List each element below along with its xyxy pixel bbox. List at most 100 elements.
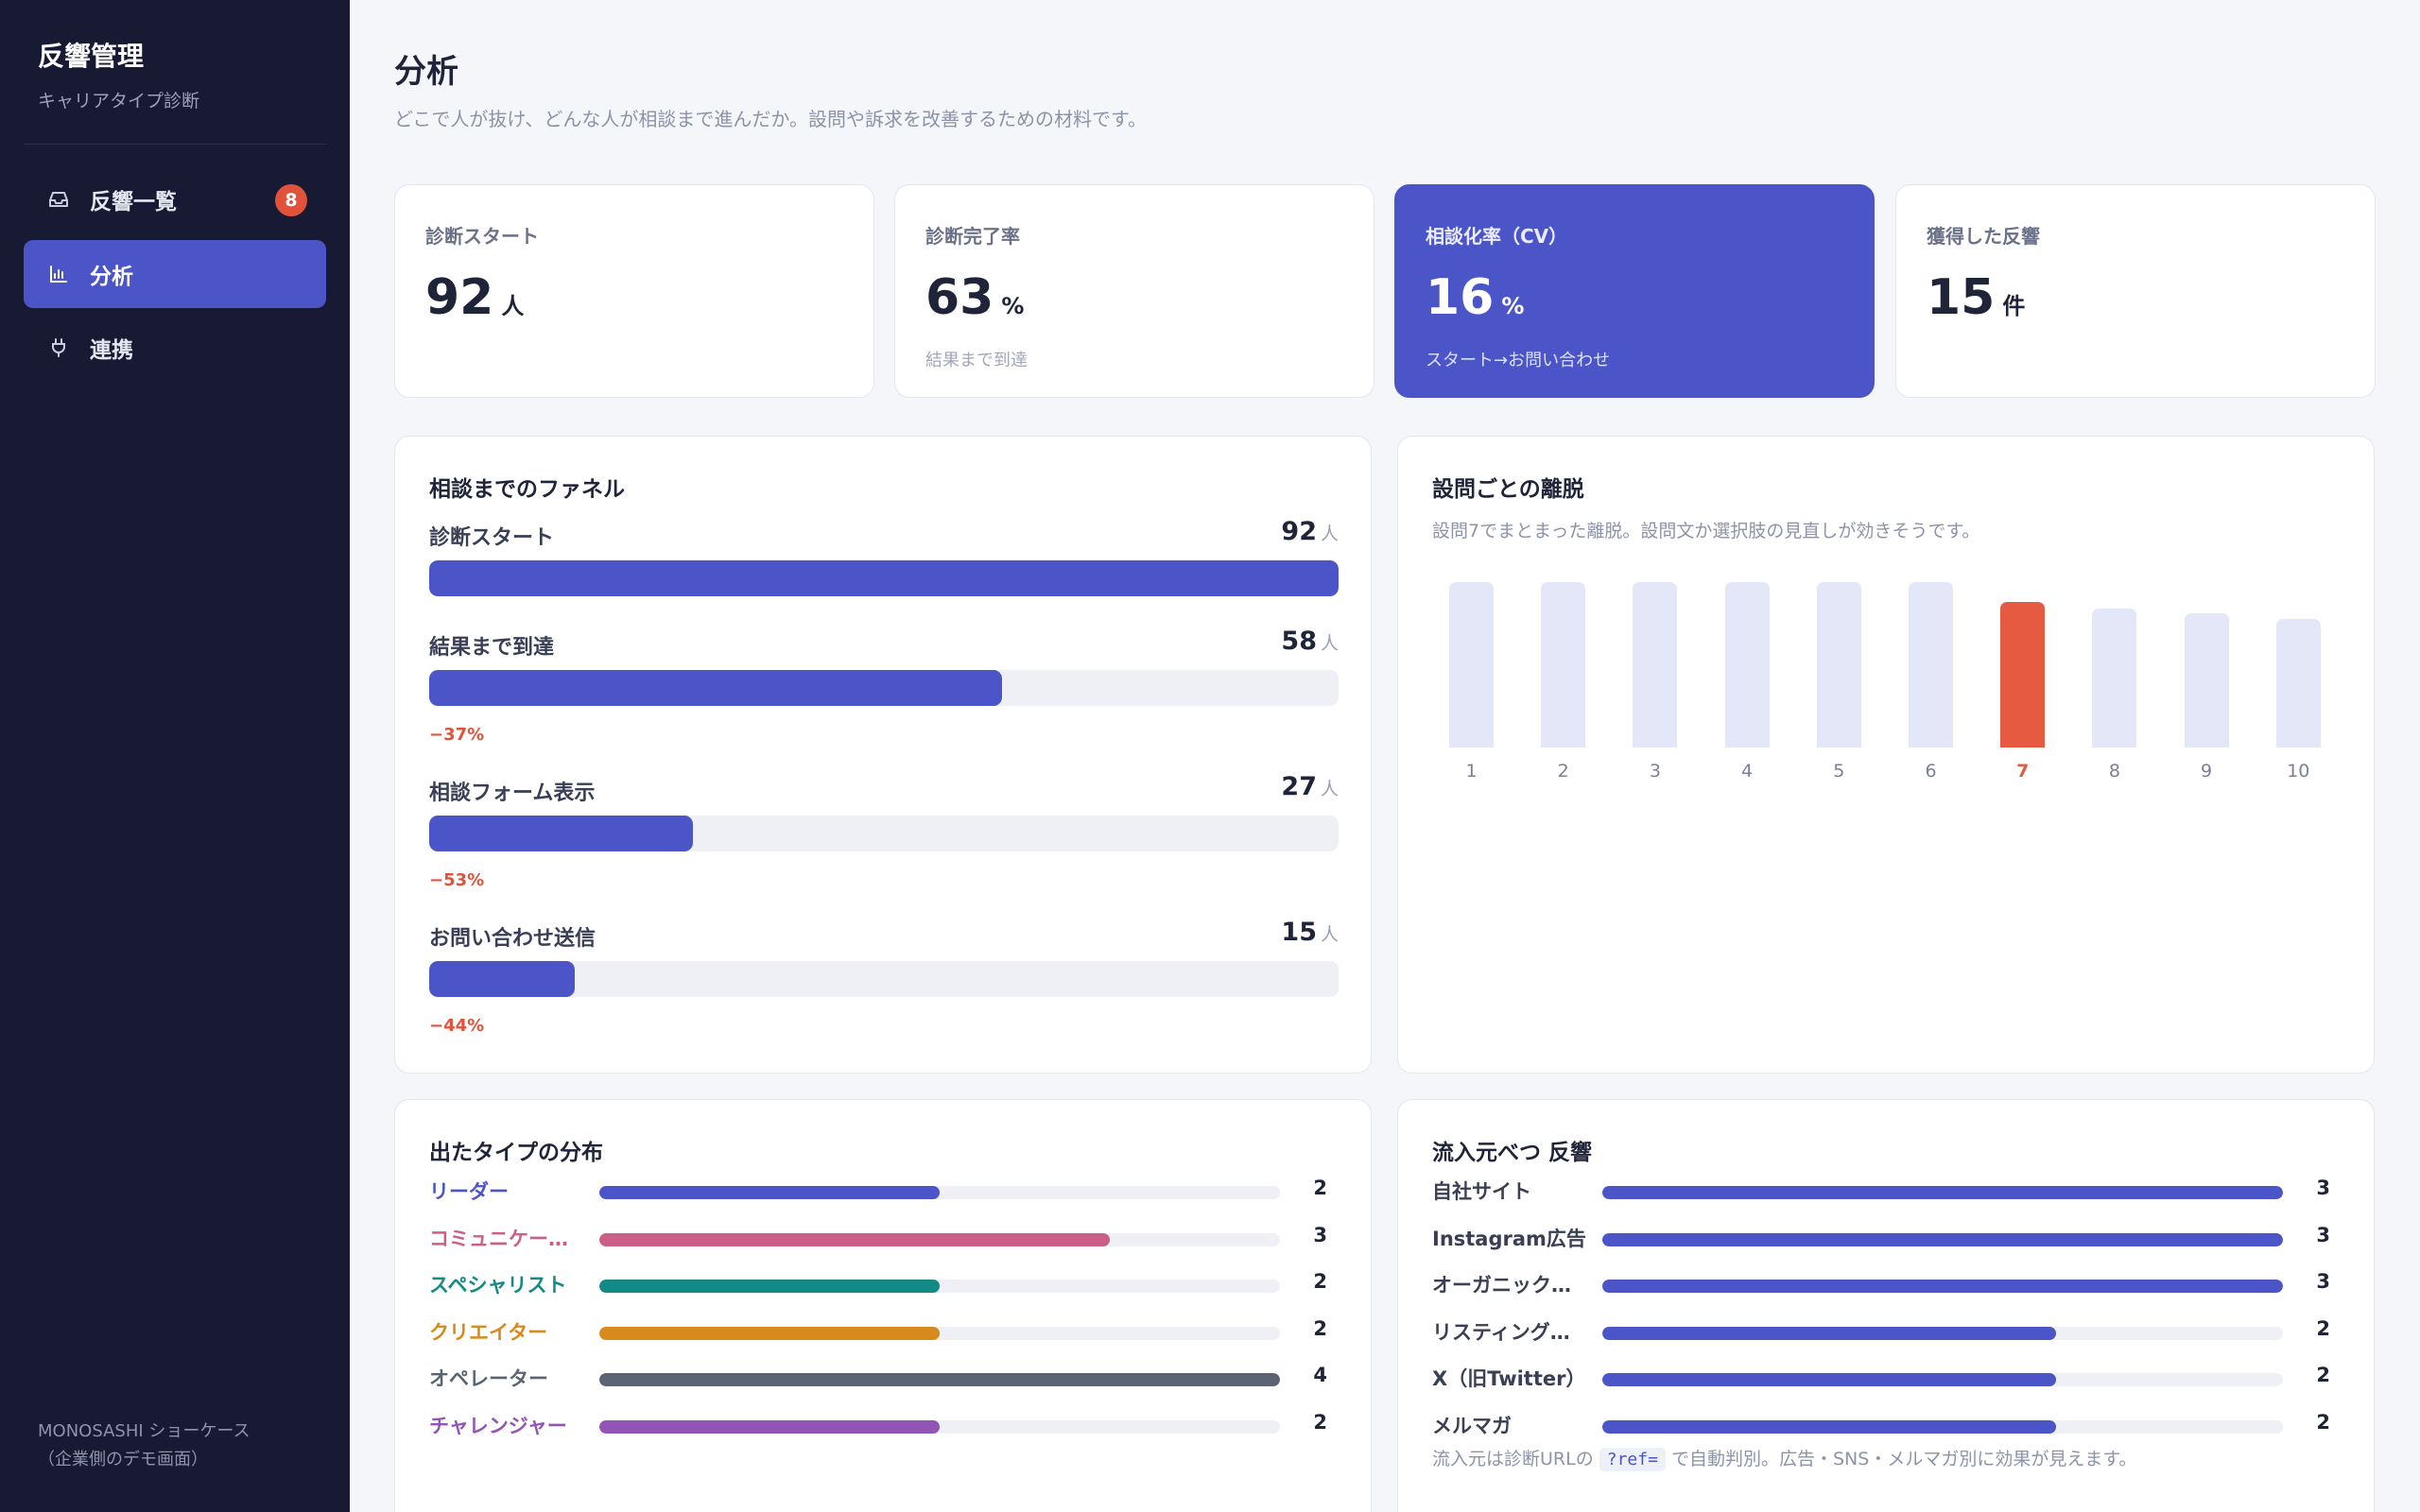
source-bar-fill <box>1602 1373 2056 1386</box>
type-bar-track <box>599 1186 1280 1199</box>
sidebar-divider <box>24 144 326 145</box>
dropoff-bar-q9 <box>2184 613 2229 747</box>
type-label: スペシャリスト <box>429 1274 567 1297</box>
funnel-bar-fill <box>429 961 575 997</box>
source-label: 自社サイト <box>1432 1180 1531 1203</box>
source-count: 3 <box>2316 1177 2330 1199</box>
type-label: リーダー <box>429 1180 509 1203</box>
source-bar-track <box>1602 1280 2283 1293</box>
dropoff-bar-q4 <box>1724 582 1770 747</box>
dropoff-bar-q3 <box>1633 582 1678 747</box>
kpi-note: スタート→お問い合わせ <box>1426 351 1611 370</box>
funnel-bar-track <box>429 816 1339 851</box>
kpi-value: 16% <box>1426 269 1843 326</box>
funnel-drop-rate: −53% <box>429 870 485 890</box>
dropoff-axis-label: 2 <box>1557 761 1569 782</box>
source-row: 自社サイト 3 <box>1432 1177 2342 1205</box>
source-count: 3 <box>2316 1223 2330 1246</box>
funnel-step-label: お問い合わせ送信 <box>429 927 596 951</box>
kpi-card-starts: 診断スタート 92 人 <box>394 184 874 398</box>
dropoff-axis-label: 6 <box>1925 761 1937 782</box>
source-label: リスティング… <box>1432 1320 1570 1344</box>
kpi-value: 15 件 <box>1927 269 2344 326</box>
source-label: X（旧Twitter） <box>1432 1367 1586 1390</box>
card-title: 相談までのファネル <box>429 477 625 502</box>
count-unit: 人 <box>1320 524 1339 544</box>
type-count: 2 <box>1313 1270 1327 1293</box>
type-label: クリエイター <box>429 1320 548 1344</box>
type-count: 2 <box>1313 1316 1327 1340</box>
source-row: リスティング… 2 <box>1432 1317 2342 1346</box>
kpi-value: 92 人 <box>425 269 843 326</box>
kpi-unit: % <box>1501 293 1525 319</box>
funnel-bar-track <box>429 670 1339 706</box>
dropoff-axis-label: 1 <box>1465 761 1478 782</box>
inbox-icon <box>46 187 71 212</box>
kpi-unit: 件 <box>2002 293 2026 319</box>
page-title: 分析 <box>394 53 458 91</box>
type-bar-track <box>599 1232 1280 1246</box>
footer-line: （企業側のデモ画面） <box>38 1450 208 1469</box>
app-title: 反響管理 <box>38 41 145 72</box>
kpi-label: 診断スタート <box>425 225 539 248</box>
source-bar-fill <box>1602 1419 2056 1434</box>
bar-chart-icon <box>46 262 71 286</box>
funnel-step-count: 27 人 <box>1281 772 1339 801</box>
count-value: 15 <box>1281 918 1317 947</box>
page-description: どこで人が抜け、どんな人が相談まで進んだか。設問や訴求を改善するための材料です。 <box>394 108 1147 130</box>
dropoff-bar-q7 <box>2000 602 2046 747</box>
kpi-unit: % <box>1001 293 1025 319</box>
card-title: 設問ごとの離脱 <box>1432 477 1584 502</box>
type-row: リーダー 2 <box>429 1177 1339 1205</box>
sidebar-item-analytics[interactable]: 分析 <box>24 240 326 308</box>
kpi-value: 63% <box>925 269 1343 326</box>
dropoff-axis-label: 7 <box>2016 761 2030 782</box>
kpi-label: 相談化率（CV） <box>1426 225 1568 248</box>
dropoff-axis-label: 9 <box>2201 761 2213 782</box>
funnel-step-label: 相談フォーム表示 <box>429 782 596 805</box>
sidebar-item-label: 連携 <box>90 338 133 363</box>
kpi-number: 63 <box>925 269 994 326</box>
dropoff-bar-q2 <box>1541 582 1586 747</box>
dropoff-bar-q6 <box>1909 582 1953 747</box>
type-bar-fill <box>599 1326 940 1340</box>
source-bar-track <box>1602 1186 2283 1199</box>
type-bar-fill <box>599 1186 940 1199</box>
sidebar: 反響管理 キャリアタイプ診断 反響一覧 8 分析 連携 MONOSASHI ショ… <box>0 0 350 1512</box>
sidebar-item-integrations[interactable]: 連携 <box>24 314 326 382</box>
note-text: で自動判別。広告・SNS・メルマガ別に効果が見えます。 <box>1670 1449 2137 1469</box>
funnel-bar-fill <box>429 816 693 851</box>
count-value: 27 <box>1281 772 1317 801</box>
kpi-number: 16 <box>1426 269 1495 326</box>
source-row: X（旧Twitter） 2 <box>1432 1364 2342 1392</box>
dropoff-bar-q8 <box>2092 609 2137 747</box>
source-bar-track <box>1602 1373 2283 1386</box>
funnel-bar-track <box>429 560 1339 596</box>
source-bar-track <box>1602 1232 2283 1246</box>
dropoff-axis-label: 5 <box>1833 761 1845 782</box>
source-bar-track <box>1602 1326 2283 1340</box>
sidebar-item-inbox[interactable]: 反響一覧 8 <box>24 165 326 233</box>
dropoff-axis-label: 3 <box>1649 761 1661 782</box>
dropoff-axis-label: 4 <box>1741 761 1754 782</box>
note-text: 流入元は診断URLの <box>1432 1449 1594 1469</box>
type-count: 2 <box>1313 1410 1327 1434</box>
dropoff-bar-q1 <box>1449 582 1494 747</box>
source-card: 流入元べつ 反響 自社サイト 3 Instagram広告 3 オーガニック… 3 リスティン… <box>1397 1099 2375 1512</box>
kpi-number: 92 <box>425 269 494 326</box>
kpi-label: 診断完了率 <box>925 225 1020 248</box>
type-bar-fill <box>599 1280 940 1293</box>
source-count: 2 <box>2316 1316 2330 1340</box>
funnel-card: 相談までのファネル 診断スタート 92 人結果まで到達 58 人 −37% 相談フォーム表示… <box>394 436 1372 1074</box>
funnel-step-label: 結果まで到達 <box>429 636 555 660</box>
funnel-bar-track <box>429 961 1339 997</box>
source-bar-track <box>1602 1419 2283 1434</box>
kpi-card-completion: 診断完了率 63% 結果まで到達 <box>894 184 1374 398</box>
funnel-step-count: 15 人 <box>1281 918 1339 947</box>
funnel-drop-rate: −37% <box>429 725 485 745</box>
type-label: コミュニケー… <box>429 1227 568 1250</box>
funnel-drop-rate: −44% <box>429 1016 485 1036</box>
type-count: 4 <box>1313 1364 1327 1386</box>
type-bar-fill <box>599 1373 1280 1386</box>
footer-line: MONOSASHI ショーケース <box>38 1421 251 1441</box>
